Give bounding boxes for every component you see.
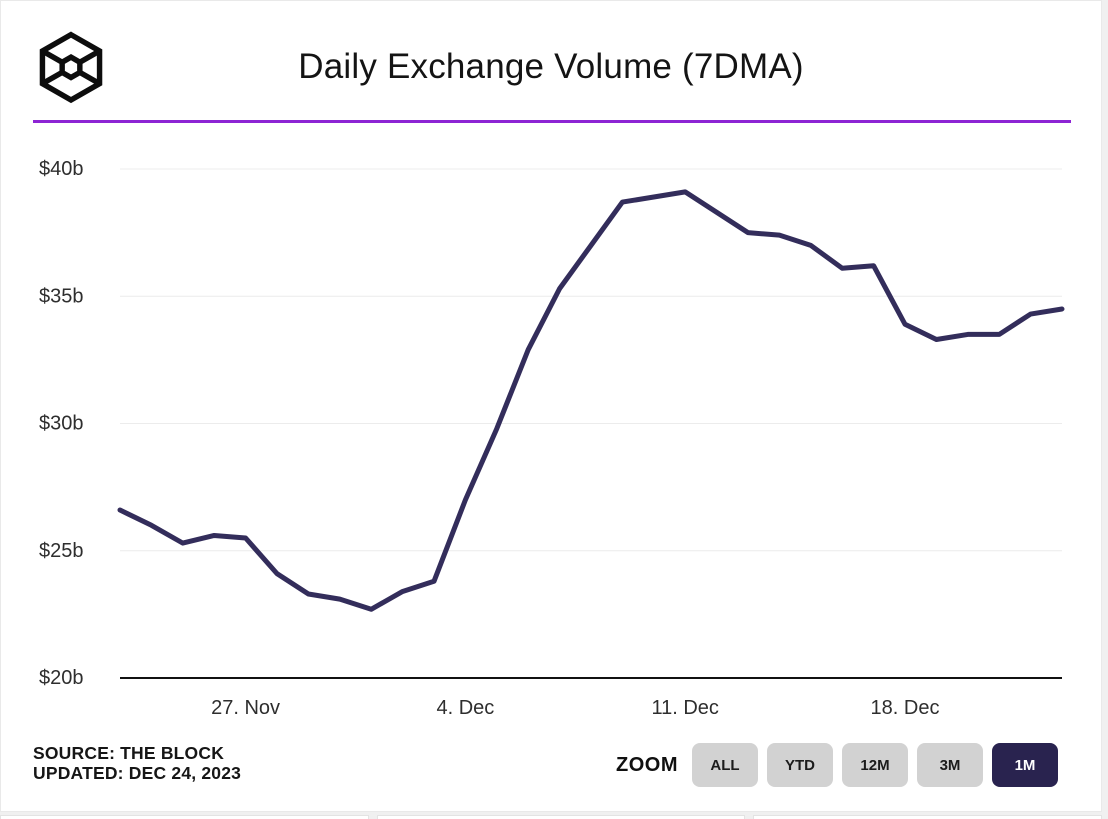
x-tick-label: 11. Dec xyxy=(651,697,718,719)
zoom-button-1m[interactable]: 1M xyxy=(992,743,1058,787)
next-row-cards-peek xyxy=(0,812,1108,819)
zoom-button-ytd[interactable]: YTD xyxy=(767,743,833,787)
x-tick-label: 4. Dec xyxy=(436,697,494,719)
y-tick-label: $35b xyxy=(39,285,84,307)
y-tick-label: $25b xyxy=(39,540,84,562)
y-tick-label: $40b xyxy=(39,158,84,180)
y-tick-label: $30b xyxy=(39,413,84,435)
zoom-button-3m[interactable]: 3M xyxy=(917,743,983,787)
accent-divider xyxy=(33,120,1071,123)
updated-line: UPDATED: DEC 24, 2023 xyxy=(33,763,242,783)
volume-series-line xyxy=(117,189,1065,612)
line-chart[interactable]: $40b $35b $30b $25b $20b 27. Nov 4. Dec 11. Dec… xyxy=(1,1,1108,731)
x-tick-label: 27. Nov xyxy=(211,697,280,719)
zoom-button-all[interactable]: ALL xyxy=(692,743,758,787)
source-attribution: SOURCE: THE BLOCK UPDATED: DEC 24, 2023 xyxy=(33,743,241,783)
zoom-button-12m[interactable]: 12M xyxy=(842,743,908,787)
source-line: SOURCE: THE BLOCK xyxy=(33,743,225,763)
card-top-sliver xyxy=(377,815,745,819)
zoom-button-group: ALL YTD 12M 3M 1M xyxy=(692,743,1058,787)
the-block-logo-icon xyxy=(39,31,103,104)
x-tick-label: 18. Dec xyxy=(871,697,940,719)
card-top-sliver xyxy=(753,815,1102,819)
zoom-label: ZOOM xyxy=(616,753,678,776)
zoom-controls: ZOOM ALL YTD 12M 3M 1M xyxy=(616,743,1058,787)
y-tick-label: $20b xyxy=(39,667,84,689)
card-top-sliver xyxy=(0,815,369,819)
chart-title: Daily Exchange Volume (7DMA) xyxy=(298,47,804,86)
